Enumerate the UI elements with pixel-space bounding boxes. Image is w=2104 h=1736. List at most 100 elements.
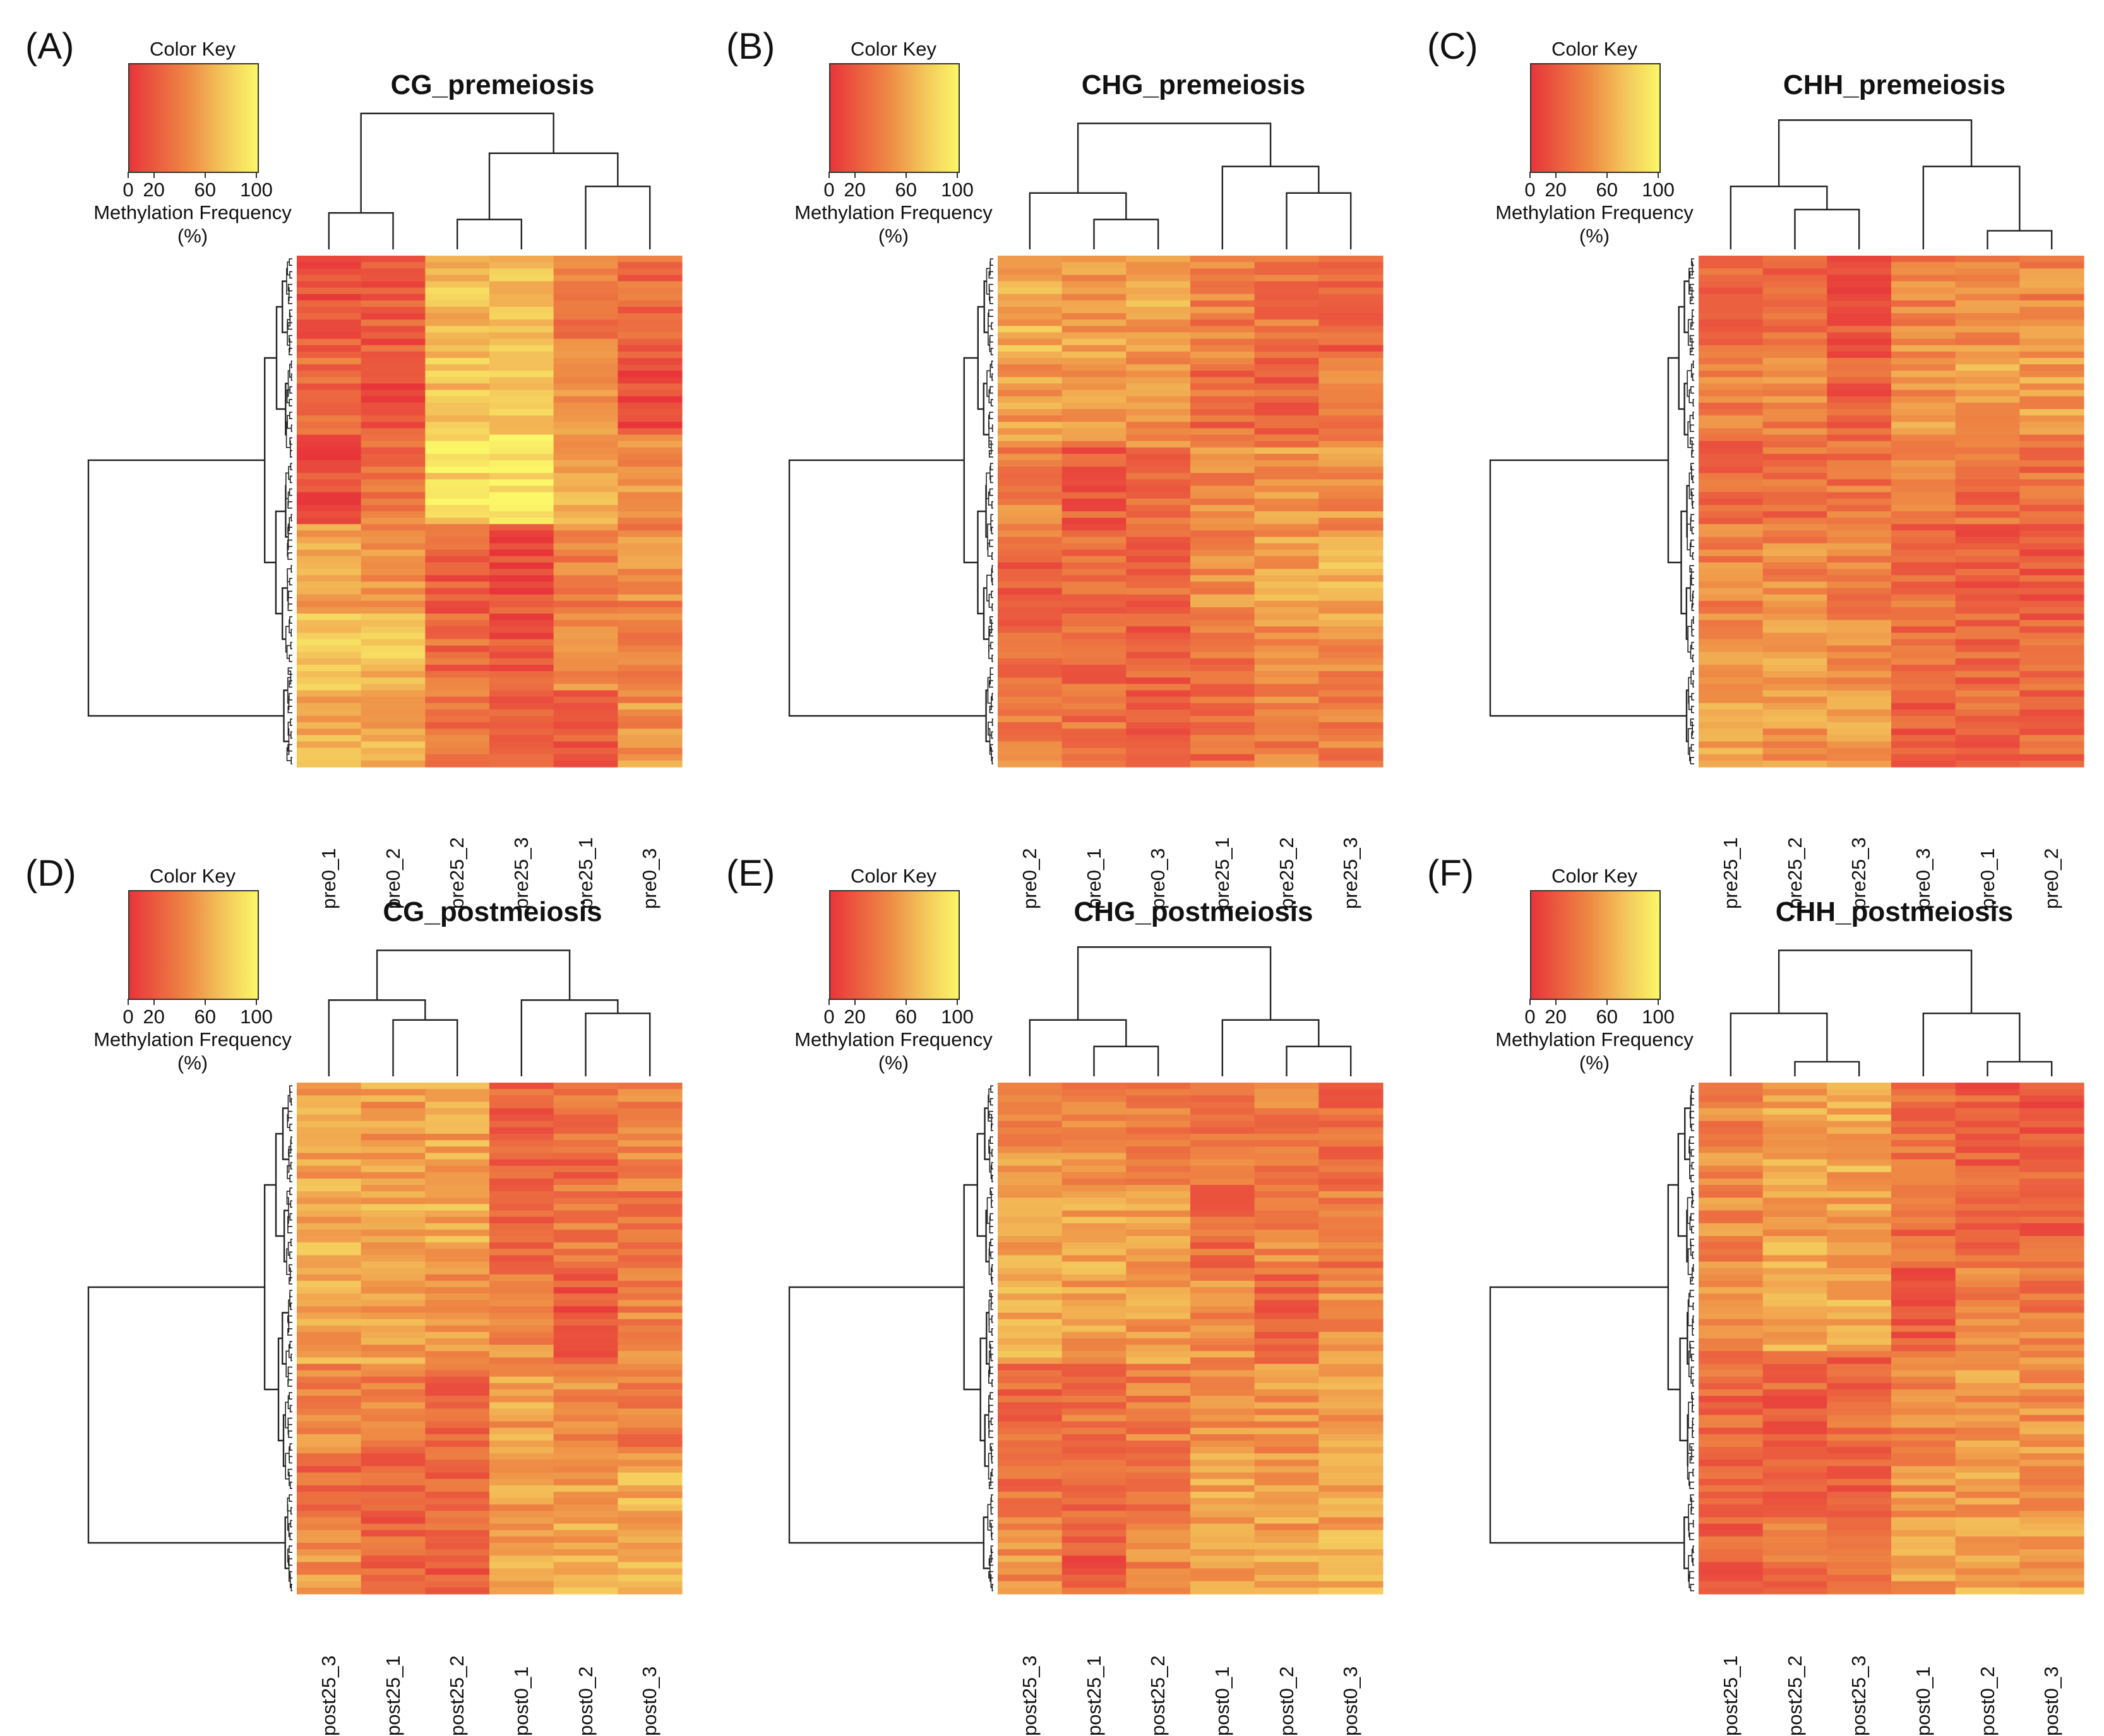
heatmap-cell xyxy=(425,575,489,582)
dendrogram-branch xyxy=(290,1444,292,1450)
heatmap-cell xyxy=(998,1281,1062,1288)
heatmap-cell xyxy=(361,581,426,588)
heatmap-cell xyxy=(1827,1172,1891,1179)
heatmap-cell xyxy=(361,288,426,295)
heatmap-cell xyxy=(1190,556,1255,563)
heatmap-cell xyxy=(1956,390,2020,397)
heatmap-cell xyxy=(361,1083,426,1090)
heatmap-cell xyxy=(1255,1179,1319,1186)
heatmap-cell xyxy=(1318,1146,1383,1153)
heatmap-cell xyxy=(489,633,554,639)
heatmap-cell xyxy=(1956,569,2020,576)
heatmap-cell xyxy=(361,422,426,429)
heatmap-cell xyxy=(1126,710,1190,716)
heatmap-cell xyxy=(1827,1230,1891,1237)
heatmap-cell xyxy=(1126,1166,1190,1173)
heatmap-cell xyxy=(297,1402,361,1409)
dendrogram-branch xyxy=(288,1418,292,1425)
heatmap-cell xyxy=(425,1230,489,1237)
heatmap-cell xyxy=(1827,684,1891,691)
heatmap-cell xyxy=(618,1127,682,1134)
heatmap-cell xyxy=(1827,575,1891,582)
heatmap-cell xyxy=(1062,1109,1127,1115)
heatmap-cell xyxy=(1126,697,1190,704)
heatmap-cell xyxy=(618,511,682,518)
heatmap-cell xyxy=(1827,1293,1891,1300)
heatmap-cell xyxy=(361,722,426,729)
heatmap-cell xyxy=(1255,614,1319,621)
heatmap-cell xyxy=(1318,1441,1383,1448)
heatmap-cell xyxy=(1763,282,1827,288)
heatmap-cell xyxy=(554,1383,618,1390)
heatmap-cell xyxy=(1255,256,1319,263)
heatmap-cell xyxy=(1062,1492,1127,1499)
heatmap-cell xyxy=(1827,1575,1891,1582)
dendrogram-branch xyxy=(991,259,994,265)
heatmap-cell xyxy=(1827,1242,1891,1249)
heatmap-cell xyxy=(554,1236,618,1243)
heatmap-cell xyxy=(1763,390,1827,397)
heatmap-cell xyxy=(297,607,361,614)
heatmap-cell xyxy=(1062,300,1127,307)
heatmap-cell xyxy=(618,1140,682,1147)
heatmap-cell xyxy=(489,620,554,627)
heatmap-cell xyxy=(1255,1115,1319,1122)
heatmap-cell xyxy=(1255,530,1319,537)
heatmap-cell xyxy=(1318,1313,1383,1320)
heatmap-cell xyxy=(361,1485,426,1492)
heatmap-cell xyxy=(1126,1555,1190,1562)
heatmap-cell xyxy=(1763,1211,1827,1218)
heatmap-cell xyxy=(1255,742,1319,749)
heatmap-cell xyxy=(425,1255,489,1262)
heatmap-cell xyxy=(1827,710,1891,716)
heatmap-cell xyxy=(1190,677,1255,684)
heatmap-cell xyxy=(1255,550,1319,557)
heatmap-cell xyxy=(1190,1504,1255,1511)
heatmap-cell xyxy=(618,1083,682,1090)
heatmap-cell xyxy=(618,1275,682,1281)
heatmap-cell xyxy=(1062,1504,1127,1511)
heatmap-cell xyxy=(1699,409,1763,416)
heatmap-cell xyxy=(1699,1338,1763,1345)
heatmap-cell xyxy=(618,1089,682,1096)
heatmap-cell xyxy=(2019,1262,2084,1269)
heatmap-cell xyxy=(2019,1485,2084,1492)
heatmap-cell xyxy=(998,307,1062,314)
heatmap-cell xyxy=(361,665,426,672)
heatmap-cell xyxy=(425,1518,489,1525)
heatmap-cell xyxy=(1956,333,2020,340)
heatmap-cell xyxy=(1699,1204,1763,1211)
heatmap-cell xyxy=(1827,1268,1891,1275)
heatmap-cell xyxy=(1891,575,1956,582)
heatmap-cell xyxy=(425,1555,489,1562)
heatmap-cell xyxy=(1190,691,1255,698)
dendrogram-branch xyxy=(1692,1124,1694,1131)
heatmap-cell xyxy=(1255,1338,1319,1345)
heatmap-cell xyxy=(1763,620,1827,627)
heatmap-cell xyxy=(361,1211,426,1218)
heatmap-cell xyxy=(489,1588,554,1595)
heatmap-cell xyxy=(1255,620,1319,627)
dendrogram-branch xyxy=(1692,1163,1694,1169)
heatmap-cell xyxy=(1318,1524,1383,1531)
heatmap-cell xyxy=(1190,1300,1255,1307)
heatmap-cell xyxy=(2019,1351,2084,1358)
heatmap-cell xyxy=(1827,1370,1891,1377)
heatmap-cell xyxy=(361,595,426,602)
heatmap-cell xyxy=(1255,499,1319,506)
heatmap-cell xyxy=(618,1575,682,1582)
heatmap-cell xyxy=(361,1415,426,1422)
heatmap-cell xyxy=(297,1095,361,1102)
heatmap-cell xyxy=(2019,1326,2084,1333)
heatmap-cell xyxy=(489,562,554,569)
heatmap-cell xyxy=(554,441,618,448)
heatmap-cell xyxy=(2019,639,2084,646)
heatmap-cell xyxy=(361,1338,426,1345)
heatmap-cell xyxy=(998,1422,1062,1429)
heatmap-cell xyxy=(1827,1460,1891,1466)
heatmap-cell xyxy=(2019,1089,2084,1096)
heatmap-cell xyxy=(2019,1249,2084,1256)
heatmap-cell xyxy=(1827,1402,1891,1409)
heatmap-cell xyxy=(1699,562,1763,569)
heatmap-cell xyxy=(1763,1575,1827,1582)
